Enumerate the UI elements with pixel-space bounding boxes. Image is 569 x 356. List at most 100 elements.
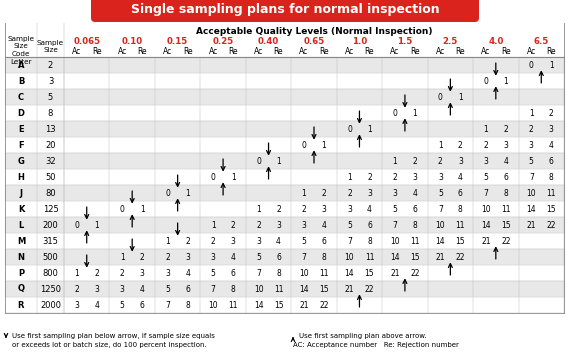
Text: 1: 1 bbox=[94, 220, 99, 230]
Text: Ac: Ac bbox=[118, 47, 127, 57]
Text: 1: 1 bbox=[504, 77, 508, 85]
Text: 7: 7 bbox=[393, 220, 397, 230]
Bar bbox=[5, 73, 564, 89]
Text: 3: 3 bbox=[140, 268, 145, 277]
Text: 3: 3 bbox=[484, 157, 488, 166]
Text: 32: 32 bbox=[45, 157, 56, 166]
Text: 2: 2 bbox=[549, 109, 554, 117]
Text: 7: 7 bbox=[484, 188, 488, 198]
Text: 8: 8 bbox=[367, 236, 372, 246]
Text: 2: 2 bbox=[276, 204, 281, 214]
Text: 8: 8 bbox=[458, 204, 463, 214]
Text: 1: 1 bbox=[321, 141, 327, 150]
Text: Ac: Ac bbox=[481, 47, 490, 57]
Bar bbox=[5, 249, 564, 265]
Text: Re: Re bbox=[319, 47, 329, 57]
Text: 2: 2 bbox=[140, 252, 145, 262]
Bar bbox=[5, 89, 564, 105]
Text: 0: 0 bbox=[438, 93, 443, 101]
Text: or exceeds lot or batch size, do 100 percent inspection.: or exceeds lot or batch size, do 100 per… bbox=[12, 342, 207, 348]
FancyBboxPatch shape bbox=[91, 0, 479, 22]
Text: R: R bbox=[18, 300, 24, 309]
Text: 4: 4 bbox=[504, 157, 508, 166]
Text: Q: Q bbox=[18, 284, 24, 293]
Text: Re: Re bbox=[546, 47, 556, 57]
Text: 1: 1 bbox=[165, 236, 170, 246]
Text: 1: 1 bbox=[367, 125, 372, 134]
Text: D: D bbox=[18, 109, 24, 117]
Text: C: C bbox=[18, 93, 24, 101]
Text: E: E bbox=[18, 125, 24, 134]
Bar bbox=[5, 233, 564, 249]
Text: 200: 200 bbox=[43, 220, 59, 230]
Text: Ac: Ac bbox=[390, 47, 399, 57]
Text: 5: 5 bbox=[302, 236, 307, 246]
Text: 315: 315 bbox=[43, 236, 59, 246]
Text: 3: 3 bbox=[119, 284, 125, 293]
Text: 1: 1 bbox=[413, 109, 417, 117]
Text: Ac: Ac bbox=[436, 47, 445, 57]
Text: 1: 1 bbox=[140, 204, 145, 214]
Text: 8: 8 bbox=[321, 252, 327, 262]
Text: 1: 1 bbox=[347, 173, 352, 182]
Text: 2: 2 bbox=[48, 61, 53, 69]
Text: 15: 15 bbox=[274, 300, 283, 309]
Text: M: M bbox=[17, 236, 25, 246]
Text: A: A bbox=[18, 61, 24, 69]
Text: B: B bbox=[18, 77, 24, 85]
Text: L: L bbox=[18, 220, 24, 230]
Text: 3: 3 bbox=[48, 77, 53, 85]
Text: 3: 3 bbox=[165, 268, 170, 277]
Text: 1: 1 bbox=[549, 61, 554, 69]
Text: 21: 21 bbox=[345, 284, 354, 293]
Text: 5: 5 bbox=[347, 220, 352, 230]
Bar bbox=[5, 201, 564, 217]
Text: F: F bbox=[18, 141, 24, 150]
Text: Ac: Ac bbox=[299, 47, 308, 57]
Text: 11: 11 bbox=[546, 188, 556, 198]
Text: 2: 2 bbox=[413, 157, 417, 166]
Text: 2: 2 bbox=[75, 284, 79, 293]
Text: J: J bbox=[19, 188, 23, 198]
Text: Use first sampling plan above arrow.: Use first sampling plan above arrow. bbox=[299, 333, 427, 339]
Text: 0: 0 bbox=[75, 220, 79, 230]
Text: 8: 8 bbox=[230, 284, 236, 293]
Text: 8: 8 bbox=[504, 188, 508, 198]
Text: 3: 3 bbox=[367, 188, 372, 198]
Text: Re: Re bbox=[183, 47, 192, 57]
Text: 0: 0 bbox=[484, 77, 488, 85]
Bar bbox=[5, 281, 564, 297]
Text: 14: 14 bbox=[526, 204, 536, 214]
Text: 6: 6 bbox=[140, 300, 145, 309]
Text: Ac: Ac bbox=[345, 47, 354, 57]
Text: 3: 3 bbox=[438, 173, 443, 182]
Text: 0: 0 bbox=[529, 61, 534, 69]
Text: 3: 3 bbox=[529, 141, 534, 150]
Text: 2: 2 bbox=[484, 141, 488, 150]
Text: 4: 4 bbox=[230, 252, 236, 262]
Text: Ac: Ac bbox=[527, 47, 536, 57]
Text: Re: Re bbox=[365, 47, 374, 57]
Text: 14: 14 bbox=[390, 252, 399, 262]
Text: 11: 11 bbox=[274, 284, 283, 293]
Text: N: N bbox=[18, 252, 24, 262]
Text: 0.25: 0.25 bbox=[213, 37, 234, 47]
Text: 6: 6 bbox=[185, 284, 190, 293]
Text: 6: 6 bbox=[367, 220, 372, 230]
Text: Re: Re bbox=[137, 47, 147, 57]
Text: 3: 3 bbox=[321, 204, 327, 214]
Text: 7: 7 bbox=[438, 204, 443, 214]
Text: 3: 3 bbox=[458, 157, 463, 166]
Text: 11: 11 bbox=[410, 236, 420, 246]
Text: 2000: 2000 bbox=[40, 300, 61, 309]
Text: 4.0: 4.0 bbox=[488, 37, 504, 47]
Text: 1: 1 bbox=[256, 204, 261, 214]
Text: 6: 6 bbox=[458, 188, 463, 198]
Text: 21: 21 bbox=[526, 220, 536, 230]
Bar bbox=[5, 297, 564, 313]
Bar bbox=[5, 57, 564, 73]
Text: 6: 6 bbox=[413, 204, 417, 214]
Text: 3: 3 bbox=[276, 220, 281, 230]
Text: 2: 2 bbox=[529, 125, 534, 134]
Text: 21: 21 bbox=[481, 236, 490, 246]
